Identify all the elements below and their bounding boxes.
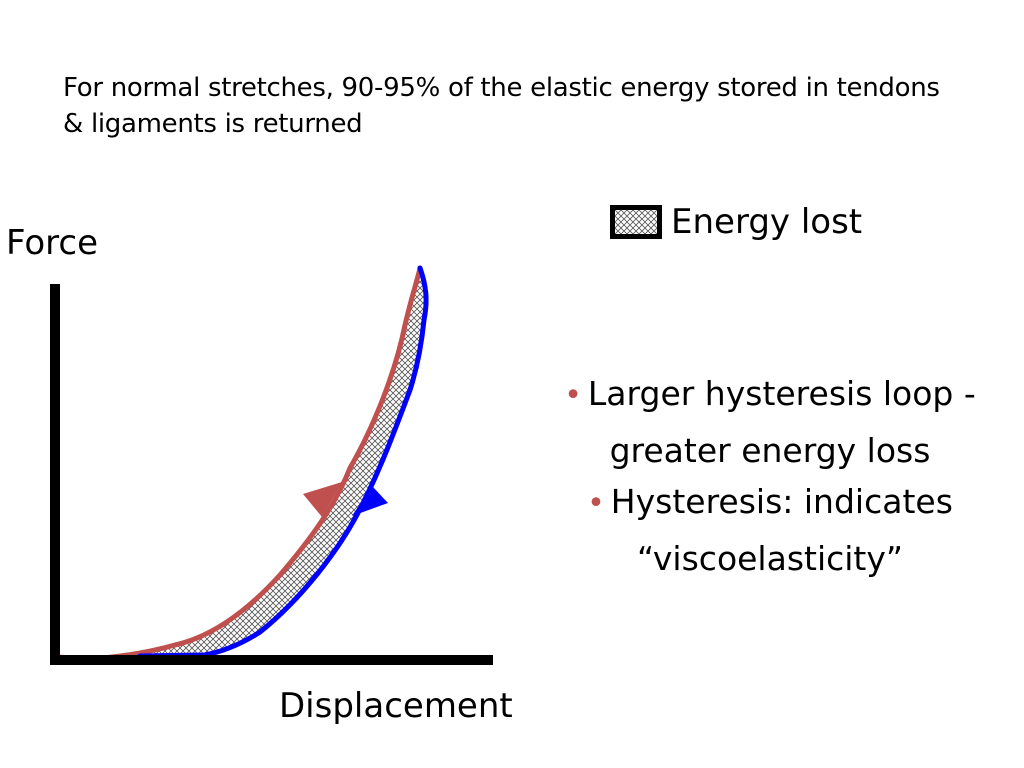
bullet-line: greater energy loss <box>609 431 931 470</box>
bullet-line: Larger hysteresis loop - <box>587 374 976 413</box>
unloading-arrow-icon <box>352 486 388 516</box>
loading-arrow-icon <box>303 482 342 517</box>
legend: Energy lost <box>610 200 862 244</box>
bullet-item: • Hysteresis: indicates “viscoelasticity” <box>540 474 1000 586</box>
y-axis-label: Force <box>6 223 98 263</box>
bullet-dot-icon: • <box>564 378 582 413</box>
bullet-item: • Larger hysteresis loop - greater energy… <box>520 366 1020 478</box>
loading-curve <box>54 265 423 662</box>
unloading-curve <box>137 265 429 659</box>
y-axis-line <box>50 284 60 665</box>
slide-heading: For normal stretches, 90-95% of the elas… <box>63 73 940 139</box>
bullet-line: “viscoelasticity” <box>636 539 903 578</box>
bullet-dot-icon: • <box>587 486 605 521</box>
hatch-pattern-icon <box>610 205 662 239</box>
bullet-line: Hysteresis: indicates <box>610 482 953 521</box>
legend-label: Energy lost <box>671 202 863 242</box>
energy-lost-region <box>60 268 427 659</box>
x-axis-line <box>50 655 493 665</box>
x-axis-label: Displacement <box>279 686 513 726</box>
